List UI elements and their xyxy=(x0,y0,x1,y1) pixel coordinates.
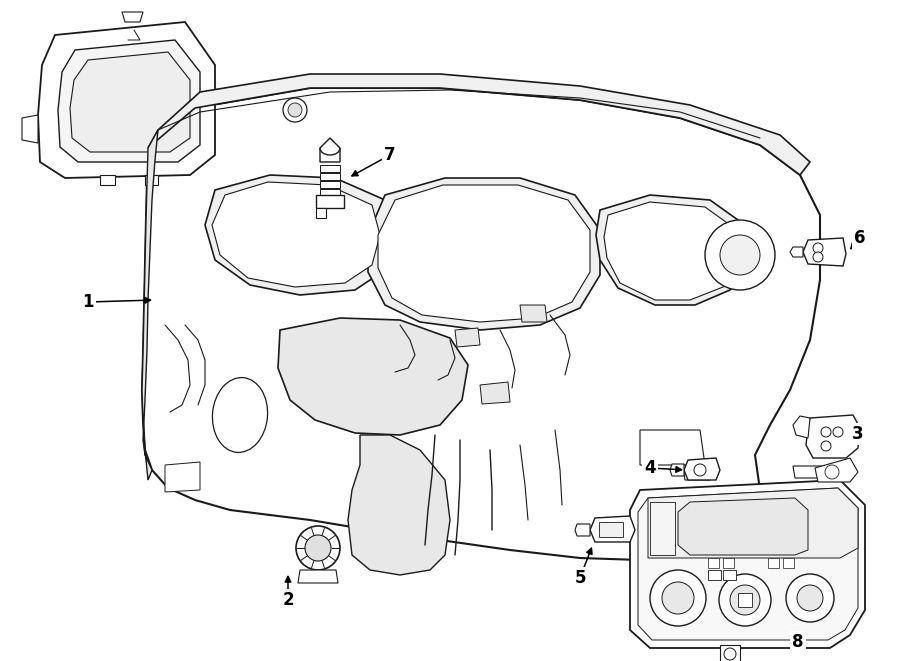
Polygon shape xyxy=(793,466,822,478)
Polygon shape xyxy=(738,593,752,607)
Polygon shape xyxy=(316,208,326,218)
Circle shape xyxy=(602,523,612,533)
Polygon shape xyxy=(455,328,480,347)
Circle shape xyxy=(719,574,771,626)
Circle shape xyxy=(288,103,302,117)
Polygon shape xyxy=(145,175,158,185)
Circle shape xyxy=(825,465,839,479)
Circle shape xyxy=(724,648,736,660)
Text: 2: 2 xyxy=(283,591,293,609)
Circle shape xyxy=(650,570,706,626)
Polygon shape xyxy=(278,318,468,435)
Circle shape xyxy=(283,98,307,122)
Polygon shape xyxy=(683,468,712,480)
Polygon shape xyxy=(205,175,395,295)
Text: 6: 6 xyxy=(854,229,866,247)
Polygon shape xyxy=(638,488,858,640)
Circle shape xyxy=(705,220,775,290)
Text: 4: 4 xyxy=(644,459,656,477)
Polygon shape xyxy=(723,570,736,580)
Polygon shape xyxy=(650,502,675,555)
Polygon shape xyxy=(640,430,705,465)
Polygon shape xyxy=(148,74,810,175)
Text: 8: 8 xyxy=(792,633,804,651)
Polygon shape xyxy=(212,182,380,287)
Polygon shape xyxy=(783,558,794,568)
Text: 1: 1 xyxy=(82,293,94,311)
Text: 7: 7 xyxy=(384,146,396,164)
Polygon shape xyxy=(348,435,450,575)
Polygon shape xyxy=(122,12,143,22)
Polygon shape xyxy=(590,516,635,542)
Text: 5: 5 xyxy=(574,569,586,587)
Polygon shape xyxy=(320,189,340,196)
Polygon shape xyxy=(22,115,38,143)
Polygon shape xyxy=(793,416,810,438)
Circle shape xyxy=(821,441,831,451)
Polygon shape xyxy=(320,165,340,172)
Polygon shape xyxy=(720,645,740,661)
Polygon shape xyxy=(806,415,860,458)
Polygon shape xyxy=(630,480,865,648)
Polygon shape xyxy=(684,458,720,480)
Polygon shape xyxy=(165,462,200,492)
Polygon shape xyxy=(708,558,719,568)
Polygon shape xyxy=(520,305,547,322)
Circle shape xyxy=(786,574,834,622)
Polygon shape xyxy=(480,382,510,404)
Circle shape xyxy=(296,526,340,570)
Circle shape xyxy=(662,582,694,614)
Polygon shape xyxy=(599,522,623,537)
Polygon shape xyxy=(768,558,779,568)
Polygon shape xyxy=(316,195,344,208)
Circle shape xyxy=(730,585,760,615)
Polygon shape xyxy=(320,138,340,162)
Circle shape xyxy=(833,427,843,437)
Polygon shape xyxy=(708,570,721,580)
Polygon shape xyxy=(320,181,340,188)
Circle shape xyxy=(813,252,823,262)
Text: 3: 3 xyxy=(852,425,864,443)
Polygon shape xyxy=(70,52,190,152)
Polygon shape xyxy=(142,130,158,480)
Polygon shape xyxy=(320,173,340,180)
Circle shape xyxy=(694,464,706,476)
Polygon shape xyxy=(596,195,748,305)
Polygon shape xyxy=(58,40,200,162)
Polygon shape xyxy=(678,498,808,555)
Polygon shape xyxy=(723,558,734,568)
Polygon shape xyxy=(815,458,858,482)
Polygon shape xyxy=(298,570,338,583)
Circle shape xyxy=(797,585,823,611)
Polygon shape xyxy=(378,185,590,322)
Polygon shape xyxy=(38,22,215,178)
Circle shape xyxy=(720,235,760,275)
Circle shape xyxy=(305,535,331,561)
Polygon shape xyxy=(790,247,803,257)
Polygon shape xyxy=(575,524,590,536)
Polygon shape xyxy=(604,202,740,300)
Circle shape xyxy=(821,427,831,437)
Polygon shape xyxy=(648,488,858,558)
Polygon shape xyxy=(670,464,684,476)
Ellipse shape xyxy=(212,377,267,452)
Polygon shape xyxy=(142,88,820,560)
Polygon shape xyxy=(368,178,600,330)
Circle shape xyxy=(813,243,823,253)
Polygon shape xyxy=(803,238,846,266)
Polygon shape xyxy=(100,175,115,185)
